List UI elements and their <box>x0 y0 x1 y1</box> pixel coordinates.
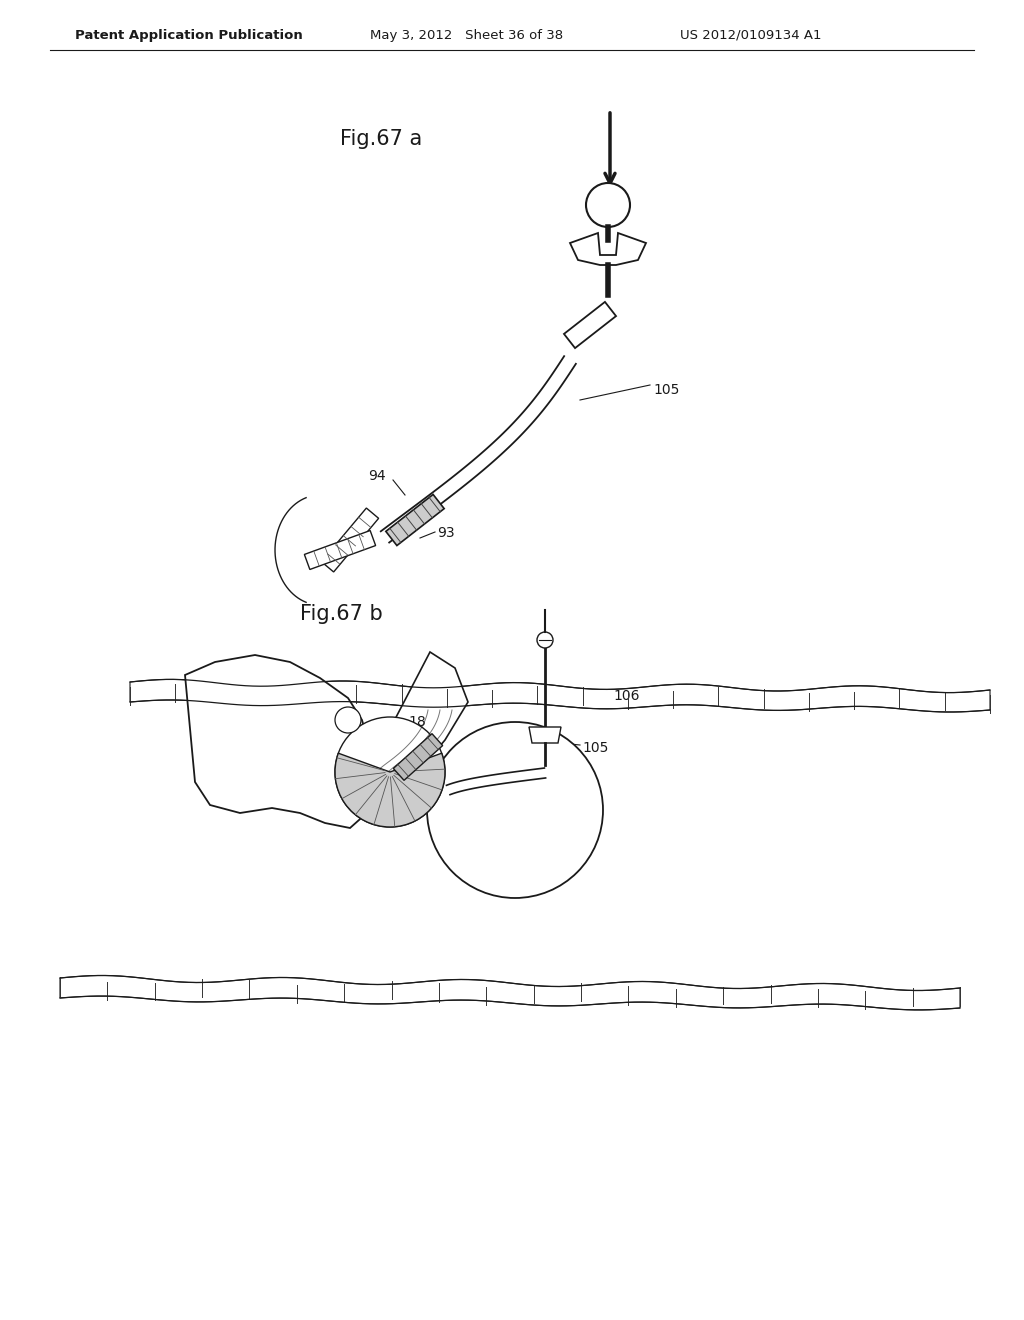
Circle shape <box>537 632 553 648</box>
Circle shape <box>586 183 630 227</box>
Polygon shape <box>529 727 561 743</box>
Polygon shape <box>322 508 379 572</box>
Circle shape <box>335 708 361 733</box>
Polygon shape <box>564 302 616 348</box>
Circle shape <box>427 722 603 898</box>
Text: Patent Application Publication: Patent Application Publication <box>75 29 303 41</box>
Polygon shape <box>304 531 376 569</box>
Text: 8: 8 <box>337 706 346 719</box>
Text: Fig.67 a: Fig.67 a <box>340 129 422 149</box>
Text: 9: 9 <box>593 814 602 829</box>
Polygon shape <box>60 975 961 1010</box>
Text: 105: 105 <box>582 741 608 755</box>
Text: 5: 5 <box>362 777 372 792</box>
Text: 105: 105 <box>653 383 679 397</box>
Polygon shape <box>185 655 375 828</box>
Polygon shape <box>570 234 646 265</box>
Polygon shape <box>393 734 442 780</box>
Polygon shape <box>386 495 444 545</box>
Text: 93: 93 <box>437 525 455 540</box>
Text: 94: 94 <box>368 469 386 483</box>
Polygon shape <box>342 652 468 817</box>
Text: 106: 106 <box>613 689 640 704</box>
Wedge shape <box>335 754 445 828</box>
Text: US 2012/0109134 A1: US 2012/0109134 A1 <box>680 29 821 41</box>
Circle shape <box>335 717 445 828</box>
Text: May 3, 2012   Sheet 36 of 38: May 3, 2012 Sheet 36 of 38 <box>370 29 563 41</box>
Text: 18: 18 <box>408 715 426 729</box>
Polygon shape <box>130 680 990 711</box>
Text: Fig.67 b: Fig.67 b <box>300 605 383 624</box>
